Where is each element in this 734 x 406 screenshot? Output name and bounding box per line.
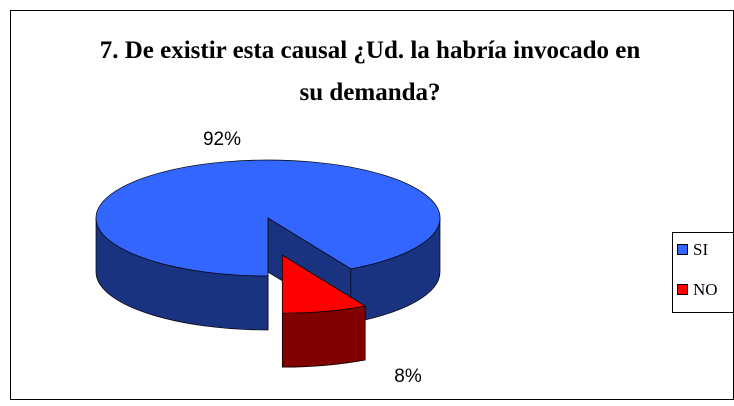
slice-side (281, 305, 366, 368)
slice (281, 254, 367, 314)
chart-title: 7. De existir esta causal ¿Ud. la habría… (99, 37, 641, 106)
data-label: 8% (394, 366, 422, 387)
legend-swatch (677, 284, 688, 295)
legend-label: NO (693, 280, 718, 299)
slice (95, 159, 441, 277)
legend-label: SI (693, 240, 708, 259)
data-label: 92% (203, 129, 241, 150)
legend-swatch (677, 244, 688, 255)
